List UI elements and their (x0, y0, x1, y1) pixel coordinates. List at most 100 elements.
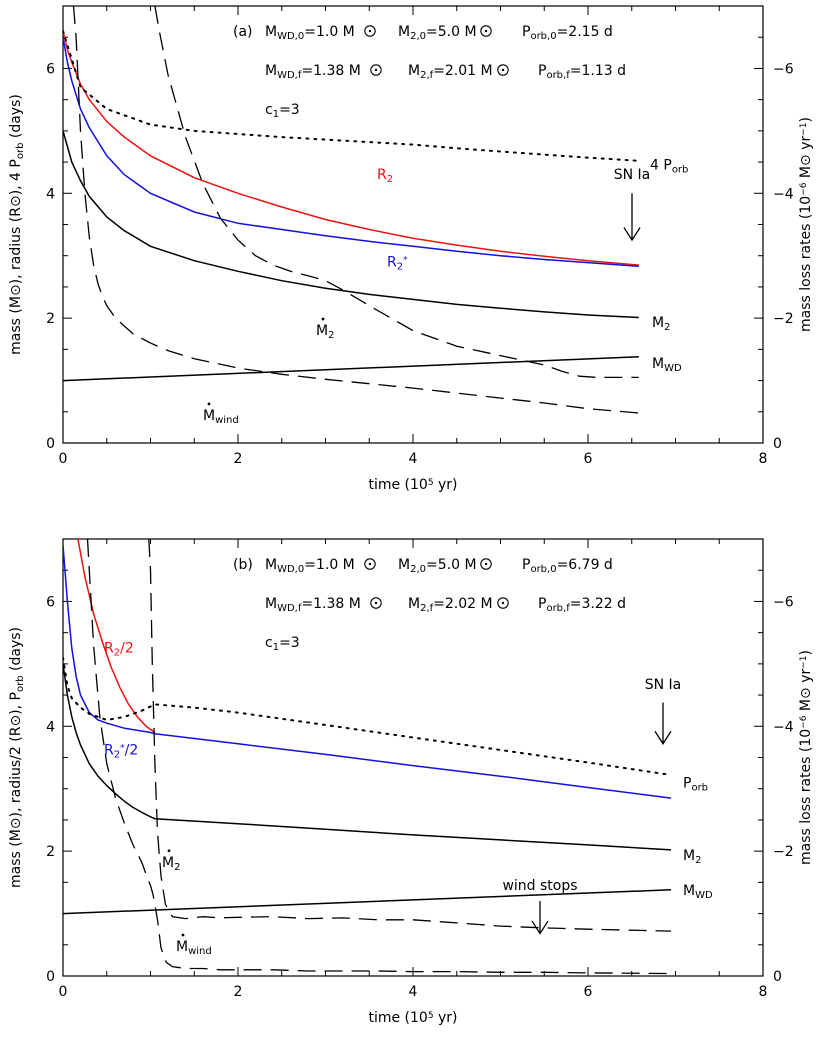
windstops-arrow-head (531, 920, 549, 935)
param-m20-part: =5.0 M (426, 557, 477, 573)
sun-symbol-dot (374, 601, 378, 605)
x-tick-label: 0 (59, 984, 68, 1000)
panel-label-part: (a) (233, 24, 253, 40)
label-windstops-part: wind stops (502, 878, 577, 894)
label-porb-part: orb (691, 782, 708, 793)
y-axis-label-part: orb (15, 675, 26, 692)
label-r2star-part: * (403, 256, 408, 266)
y-tick-label: 4 (46, 186, 55, 202)
y2-axis-label: mass loss rates (10−6 M⊙ yr−1) (798, 117, 814, 332)
label-r2star: R2* (387, 254, 408, 272)
param-mwdf-part: WD,f (277, 70, 302, 81)
series-line-m2dot (72, 6, 639, 414)
y2-axis-label-part: ) (798, 117, 814, 122)
label-r2star-part: R (387, 254, 397, 270)
y2-axis-label-part: −1 (799, 122, 809, 135)
y2-tick-label: 0 (773, 436, 782, 452)
label-snia-part: SN Ia (645, 677, 682, 693)
y-axis-label: mass (M⊙), radius (R⊙), 4 Porb (days) (8, 94, 26, 355)
label-m2-part: 2 (664, 322, 670, 333)
y2-axis-label-part: −6 (799, 715, 809, 729)
y2-tick-label: 0 (773, 969, 782, 985)
param-porb0-part: orb,0 (530, 31, 556, 42)
x-tick-label: 8 (759, 984, 768, 1000)
param-c1-part: =3 (279, 635, 300, 651)
label-r2star-part: * (120, 744, 125, 754)
snia-arrow-head (623, 227, 641, 242)
y-tick-label: 0 (46, 436, 55, 452)
panel-label: (a) (233, 24, 253, 40)
x-tick-label: 0 (59, 451, 68, 467)
param-porbf-part: P (538, 596, 546, 612)
y2-axis-label-part: M⊙ yr (798, 136, 814, 183)
panel-label-part: (b) (233, 557, 253, 573)
param-porbf: Porb,f=1.13 d (538, 63, 626, 81)
y-tick-label: 2 (46, 844, 55, 860)
param-c1-part: c (265, 635, 273, 651)
param-porb0: Porb,0=6.79 d (522, 557, 613, 575)
label-mwind: Mwind (203, 408, 239, 426)
x-axis-label: time (105 yr) (368, 477, 457, 493)
y-tick-label: 2 (46, 311, 55, 327)
panel-label: (b) (233, 557, 253, 573)
sun-symbol-dot (368, 562, 372, 566)
x-axis-label: time (105 yr) (368, 1010, 457, 1026)
sun-symbol (364, 25, 376, 37)
sun-symbol (497, 64, 509, 76)
param-c1-part: =3 (279, 102, 300, 118)
series-line-mwind (148, 539, 672, 932)
param-mwdf-part: =1.38 M (301, 596, 360, 612)
y2-tick-label: −2 (773, 844, 794, 860)
series-line-porb (63, 30, 640, 162)
sun-symbol-dot (484, 562, 488, 566)
label-r2-part: R (377, 167, 387, 183)
param-mwd0-part: WD,0 (277, 31, 304, 42)
series-line-r2star (63, 545, 672, 799)
series-line-r2 (77, 539, 156, 734)
y2-axis-label-part: mass loss rates (10 (798, 196, 814, 332)
y2-tick-label: −6 (773, 61, 794, 77)
series-line-mwd (63, 356, 639, 382)
y2-axis-label: mass loss rates (10−6 M⊙ yr−1) (798, 650, 814, 865)
param-m20-part: M (398, 24, 410, 40)
param-c1: c1=3 (265, 635, 300, 653)
param-mwd0-part: M (265, 557, 277, 573)
label-r2: R2 (377, 167, 393, 185)
param-porbf-part: =1.13 d (570, 63, 626, 79)
label-r2star-part: 2 (114, 749, 120, 760)
x-tick-label: 2 (234, 451, 243, 467)
x-tick-label: 2 (234, 984, 243, 1000)
label-mwd-part: M (683, 883, 695, 899)
param-porb0-part: =6.79 d (557, 557, 613, 573)
param-m2f-part: M (408, 596, 420, 612)
param-m2f-part: =2.01 M (433, 63, 492, 79)
x-axis-label-part: time (10 (368, 477, 427, 493)
param-m2f: M2,f=2.01 M (408, 63, 493, 81)
label-mwd: MWD (652, 356, 682, 374)
param-porb0-part: P (522, 24, 530, 40)
label-r2: R2/2 (104, 641, 134, 659)
series-line-r2star (63, 37, 639, 268)
sun-symbol-dot (374, 68, 378, 72)
label-porb: 4 Porb (650, 158, 688, 176)
param-m2f-part: M (408, 63, 420, 79)
label-mwd: MWD (683, 883, 713, 901)
sun-symbol (480, 558, 492, 570)
y2-tick-label: −6 (773, 594, 794, 610)
sun-symbol-dot (368, 29, 372, 33)
param-porbf-part: orb,f (546, 603, 570, 614)
label-m2: M2 (652, 315, 670, 333)
param-mwdf: MWD,f=1.38 M (265, 596, 361, 614)
y2-tick-label: −4 (773, 186, 794, 202)
label-m2dot-part: 2 (328, 330, 334, 341)
param-porb0-part: orb,0 (530, 564, 556, 575)
label-r2-part: 2 (387, 174, 393, 185)
label-r2-part: 2 (114, 647, 120, 658)
param-m20: M2,0=5.0 M (398, 24, 477, 42)
y-tick-label: 0 (46, 969, 55, 985)
label-m2dot-part: M (316, 323, 328, 339)
param-porbf-part: P (538, 63, 546, 79)
label-m2-part: M (652, 315, 664, 331)
param-mwd0-part: WD,0 (277, 564, 304, 575)
param-mwd0-part: =1.0 M (304, 557, 355, 573)
